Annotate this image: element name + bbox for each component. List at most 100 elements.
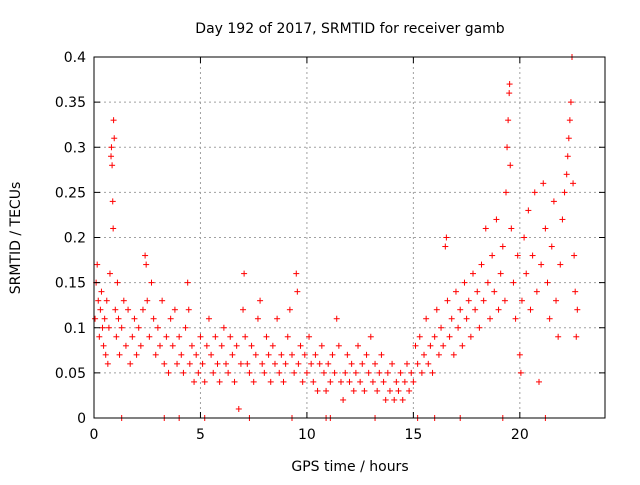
- y-tick-label: 0.25: [55, 185, 86, 201]
- data-point: [570, 180, 577, 187]
- y-tick-label: 0.15: [55, 276, 86, 292]
- data-point: [193, 351, 200, 358]
- data-point: [139, 306, 146, 313]
- data-point: [435, 351, 442, 358]
- data-point: [188, 342, 195, 349]
- data-point: [244, 360, 251, 367]
- data-point: [429, 369, 436, 376]
- data-point: [535, 378, 542, 385]
- data-point: [110, 117, 117, 124]
- data-point: [282, 360, 289, 367]
- data-point: [501, 297, 508, 304]
- data-point: [442, 243, 449, 250]
- data-point: [306, 333, 313, 340]
- data-point: [297, 342, 304, 349]
- data-point: [267, 378, 274, 385]
- data-point: [218, 342, 225, 349]
- data-point: [533, 288, 540, 295]
- data-point: [115, 315, 122, 322]
- data-point: [108, 153, 115, 160]
- x-axis-label: GPS time / hours: [291, 459, 408, 475]
- data-point: [484, 279, 491, 286]
- data-point: [465, 297, 472, 304]
- y-tick-label: 0: [77, 411, 86, 427]
- data-point: [491, 288, 498, 295]
- grid-lines: [94, 57, 605, 418]
- data-point: [210, 369, 217, 376]
- data-point: [248, 342, 255, 349]
- data-point: [102, 351, 109, 358]
- data-point: [359, 360, 366, 367]
- data-point: [348, 360, 355, 367]
- data-point: [355, 342, 362, 349]
- data-point: [199, 360, 206, 367]
- data-point: [254, 315, 261, 322]
- data-point: [284, 333, 291, 340]
- data-point: [159, 297, 166, 304]
- data-point: [540, 180, 547, 187]
- data-point: [142, 252, 149, 259]
- data-point: [120, 297, 127, 304]
- data-point: [361, 387, 368, 394]
- data-point: [167, 315, 174, 322]
- data-point: [401, 378, 408, 385]
- data-point: [414, 360, 421, 367]
- data-point: [452, 288, 459, 295]
- data-point: [467, 333, 474, 340]
- data-points: [92, 54, 581, 421]
- data-point: [146, 333, 153, 340]
- data-point: [337, 378, 344, 385]
- data-point: [127, 360, 134, 367]
- x-tick-label: 10: [298, 427, 316, 443]
- data-point: [94, 261, 101, 268]
- data-point: [427, 342, 434, 349]
- data-point: [318, 342, 325, 349]
- data-point: [212, 333, 219, 340]
- data-point: [98, 288, 105, 295]
- data-point: [185, 306, 192, 313]
- data-point: [265, 351, 272, 358]
- data-point: [178, 351, 185, 358]
- data-point: [508, 225, 515, 232]
- data-point: [425, 360, 432, 367]
- data-point: [365, 369, 372, 376]
- data-point: [495, 306, 502, 313]
- data-point: [259, 360, 266, 367]
- data-point: [231, 378, 238, 385]
- data-point: [271, 360, 278, 367]
- data-point: [96, 333, 103, 340]
- data-point: [323, 387, 330, 394]
- data-point: [376, 369, 383, 376]
- data-point: [241, 270, 248, 277]
- data-point: [263, 333, 270, 340]
- data-point: [184, 279, 191, 286]
- data-point: [566, 117, 573, 124]
- data-point: [278, 351, 285, 358]
- data-point: [125, 306, 132, 313]
- data-point: [252, 351, 259, 358]
- data-point: [565, 135, 572, 142]
- data-point: [542, 225, 549, 232]
- data-point: [229, 351, 236, 358]
- data-point: [440, 342, 447, 349]
- data-point: [572, 288, 579, 295]
- data-point: [237, 360, 244, 367]
- data-point: [303, 369, 310, 376]
- data-point: [331, 369, 338, 376]
- data-point: [104, 360, 111, 367]
- data-point: [171, 306, 178, 313]
- data-point: [461, 279, 468, 286]
- data-point: [233, 342, 240, 349]
- data-point: [280, 378, 287, 385]
- data-point: [344, 351, 351, 358]
- data-point: [573, 333, 580, 340]
- data-point: [382, 396, 389, 403]
- data-point: [514, 252, 521, 259]
- data-point: [143, 261, 150, 268]
- data-point: [227, 333, 234, 340]
- data-point: [378, 351, 385, 358]
- data-point: [563, 171, 570, 178]
- data-point: [242, 333, 249, 340]
- data-point: [472, 306, 479, 313]
- chart-title: Day 192 of 2017, SRMTID for receiver gam…: [195, 21, 505, 37]
